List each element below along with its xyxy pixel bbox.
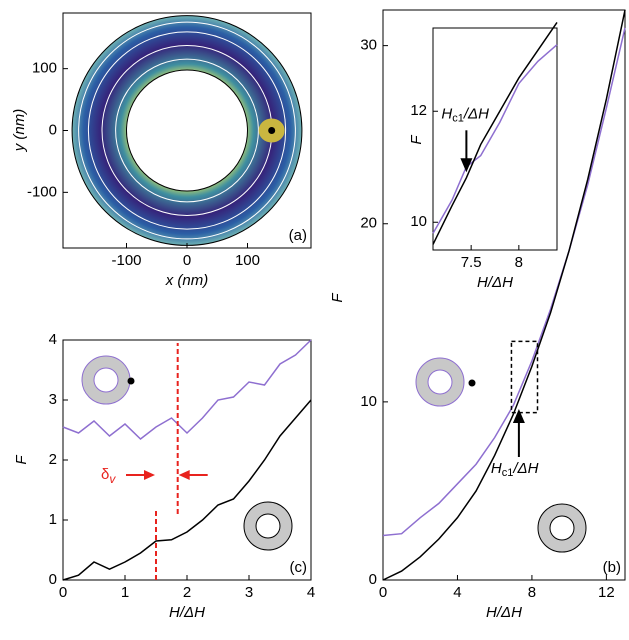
- streamline: [78, 21, 296, 240]
- y-tick-label: 0: [369, 571, 377, 588]
- y-tick-label: 30: [360, 37, 377, 54]
- x-tick-label: -100: [111, 252, 141, 269]
- streamline: [115, 58, 259, 203]
- x-tick-label: 1: [121, 584, 129, 601]
- series-line: [432, 22, 558, 245]
- vortex-dot: [268, 127, 276, 134]
- y-tick-label: 100: [32, 60, 57, 77]
- y-axis-label: y (nm): [11, 109, 28, 153]
- y-tick-label: 3: [49, 391, 57, 408]
- x-axis-label: H/ΔH: [169, 604, 205, 621]
- annotation-main: H: [491, 460, 502, 477]
- series-line: [62, 339, 312, 440]
- x-tick-label: 4: [307, 584, 315, 601]
- plot-frame: [382, 9, 626, 581]
- y-axis-label: F: [13, 455, 30, 465]
- x-tick-label: 12: [598, 584, 615, 601]
- y-tick-label: 12: [410, 102, 427, 119]
- panel-label: (a): [289, 227, 307, 244]
- arrow-head: [178, 470, 190, 480]
- x-tick-label: 4: [453, 584, 461, 601]
- x-axis-label: H/ΔH: [477, 274, 513, 291]
- x-tick-label: 8: [515, 254, 523, 271]
- y-axis-label: F: [408, 135, 425, 145]
- y-tick-label: 4: [49, 331, 57, 348]
- y-tick-label: 0: [49, 571, 57, 588]
- arrow-head: [512, 409, 525, 423]
- annotation-sub: c1: [502, 467, 514, 479]
- y-tick-label: -100: [27, 183, 57, 200]
- plot-frame: [432, 27, 558, 251]
- x-tick-label: 100: [235, 252, 260, 269]
- series-line: [432, 44, 558, 234]
- arrow-head: [460, 158, 473, 173]
- panel-label: (c): [290, 559, 308, 576]
- delta-sub: v: [109, 472, 116, 486]
- y-tick-label: 1: [49, 511, 57, 528]
- streamline: [87, 31, 287, 230]
- x-tick-label: 7.5: [461, 254, 482, 271]
- y-tick-label: 10: [360, 393, 377, 410]
- y-tick-label: 20: [360, 215, 377, 232]
- series-line: [62, 399, 312, 581]
- panel-label: (b): [603, 559, 621, 576]
- annotation: Hc1/ΔH: [441, 105, 489, 124]
- icon-ring-vortex: [81, 355, 476, 407]
- x-tick-label: 3: [245, 584, 253, 601]
- x-tick-label: 0: [183, 252, 191, 269]
- ring-hole: [126, 69, 248, 192]
- x-tick-label: 0: [59, 584, 67, 601]
- x-tick-label: 2: [183, 584, 191, 601]
- x-axis-label: H/ΔH: [486, 604, 522, 621]
- annotation-rest: /ΔH: [463, 105, 489, 122]
- delta-label: δv: [101, 466, 116, 486]
- annotation-main: H: [441, 105, 452, 122]
- x-tick-label: 8: [528, 584, 536, 601]
- y-tick-label: 10: [410, 213, 427, 230]
- y-tick-label: 0: [49, 121, 57, 138]
- icon-ring: [243, 501, 587, 553]
- x-axis-label: x (nm): [165, 272, 209, 289]
- series-line: [382, 9, 626, 581]
- delta-main: δ: [101, 466, 109, 483]
- arrow-head: [144, 470, 155, 480]
- x-tick-label: 0: [379, 584, 387, 601]
- annotation: Hc1/ΔH: [491, 460, 539, 479]
- y-axis-label: F: [329, 293, 346, 303]
- series-line: [382, 27, 626, 537]
- y-tick-label: 2: [49, 451, 57, 468]
- annotation-rest: /ΔH: [512, 460, 538, 477]
- annotation-sub: c1: [452, 112, 464, 124]
